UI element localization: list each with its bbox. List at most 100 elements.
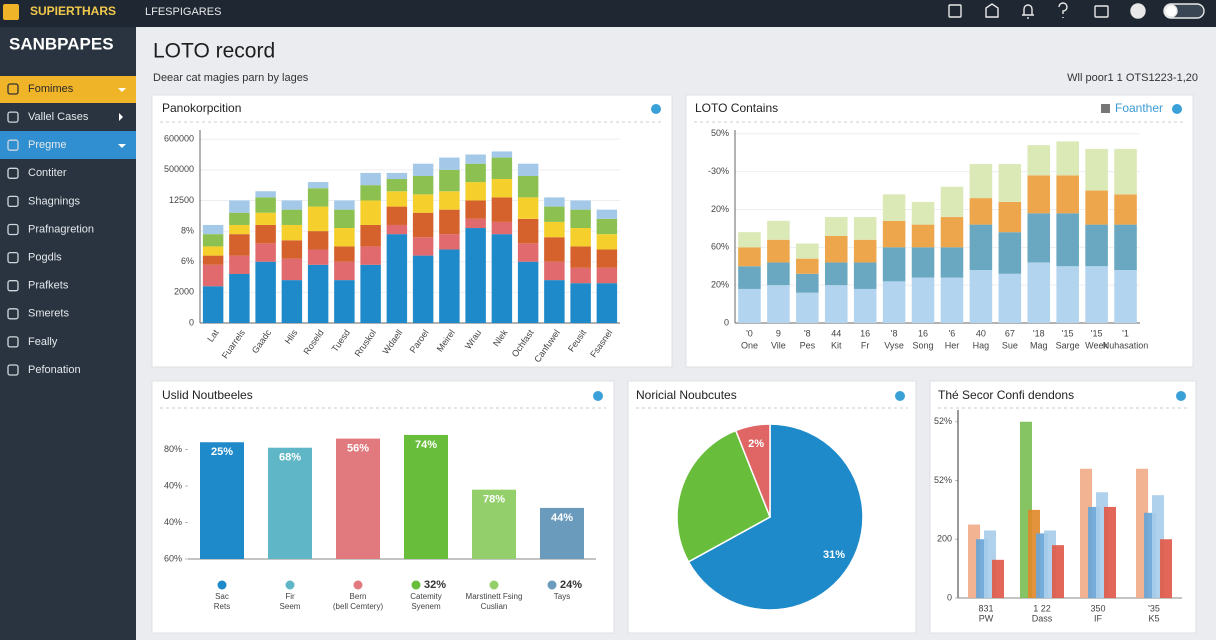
bar-segment (255, 212, 276, 225)
logo (3, 4, 19, 20)
icon[interactable] (1094, 5, 1109, 18)
x-tick-sublabel: '15 (1091, 328, 1103, 338)
bar (1104, 506, 1116, 598)
bar-label: 74% (415, 439, 437, 451)
bar-segment (998, 232, 1022, 274)
bar-segment (334, 209, 355, 229)
menu-item[interactable]: Shagnings (28, 195, 80, 207)
bar-segment (1085, 266, 1108, 323)
bar-segment (229, 273, 250, 323)
bar-segment (307, 182, 329, 189)
legend-swatch (1101, 104, 1110, 113)
icon[interactable] (948, 4, 962, 18)
bar-segment (517, 243, 539, 262)
bar-segment (491, 151, 513, 158)
icon[interactable] (985, 3, 999, 18)
bar-segment (998, 273, 1022, 323)
x-tick-sublabel: '18 (1033, 328, 1045, 338)
menu-item[interactable]: Pregme (28, 139, 67, 151)
legend-dot (411, 580, 421, 590)
menu-item[interactable]: Contiter (28, 167, 67, 179)
nav-label[interactable]: LFESPIGARES (145, 6, 221, 18)
page-title: LOTO record (153, 40, 275, 63)
x-tick-sublabel: 40 (976, 328, 986, 338)
bar-segment (796, 243, 819, 259)
help-icon[interactable] (1172, 104, 1182, 114)
legend-label: Syenem (411, 602, 441, 611)
icon[interactable] (1022, 4, 1034, 19)
bar-segment (386, 206, 408, 225)
y-tick-label: 40% (164, 480, 182, 490)
help-icon[interactable] (593, 391, 603, 401)
panel-title: Uslid Noutbeeles (162, 388, 253, 402)
bar-segment (911, 201, 935, 225)
bar-label: 56% (347, 443, 369, 455)
menu-item[interactable]: Vallel Cases (28, 111, 89, 123)
bar-segment (386, 179, 408, 192)
y-tick-label: 500000 (164, 164, 194, 174)
bar-segment (334, 200, 355, 210)
menu-item[interactable]: Prafkets (28, 280, 69, 292)
help-icon[interactable] (651, 104, 661, 114)
bar-segment (738, 247, 761, 267)
x-tick-label: Her (945, 340, 960, 350)
bar-segment (911, 277, 935, 323)
bar-segment (386, 172, 408, 180)
bar-segment (853, 288, 877, 323)
bar-segment (544, 221, 565, 238)
legend-label: Catemity (410, 592, 442, 601)
bar-segment (596, 267, 618, 284)
menu-icon (7, 223, 19, 236)
menu-item[interactable]: Smerets (28, 308, 69, 320)
bar-segment (229, 234, 250, 256)
bar-segment (465, 228, 486, 323)
bar-segment (491, 221, 513, 235)
bar-segment (1027, 175, 1051, 214)
pie-slice (734, 423, 771, 518)
y-tick-label: 52% (934, 475, 952, 485)
bar-segment (570, 200, 591, 210)
x-tick-label: K5 (1148, 613, 1159, 623)
bar-segment (517, 197, 539, 219)
bar-segment (281, 200, 303, 210)
bar-segment (465, 200, 486, 219)
bar-segment (882, 194, 906, 221)
y-tick-label: 40% (164, 517, 182, 527)
bar-segment (281, 280, 303, 323)
y-tick-label: 8% (181, 225, 194, 235)
bar-segment (202, 255, 224, 265)
bar-segment (491, 197, 513, 222)
bar-segment (412, 194, 434, 213)
legend-label: Seem (280, 602, 301, 611)
legend-label: Marstinett Fsing (466, 592, 523, 601)
help-icon[interactable] (1176, 391, 1186, 401)
y-tick-label: 60% (164, 553, 182, 563)
menu-item[interactable]: Feally (28, 336, 58, 348)
x-tick-label: PW (979, 613, 994, 623)
x-tick-sublabel: 16 (918, 328, 928, 338)
y-tick-label: 0 (947, 592, 952, 602)
bar-segment (491, 234, 513, 323)
icon[interactable] (1130, 3, 1146, 19)
bar-segment (544, 261, 565, 281)
help-icon[interactable] (895, 391, 905, 401)
icon[interactable] (1058, 2, 1068, 18)
menu-item[interactable]: Fomimes (28, 83, 74, 95)
bar-segment (307, 264, 329, 323)
bar-segment (1114, 270, 1137, 323)
panel-title: LOTO Contains (695, 101, 778, 115)
bar-segment (360, 172, 381, 186)
bar-segment (738, 266, 761, 289)
bar-segment (281, 258, 303, 281)
menu-item[interactable]: Pefonation (28, 364, 81, 376)
menu-item[interactable]: Pogdls (28, 252, 62, 264)
bar-segment (570, 283, 591, 323)
bar-segment (969, 224, 993, 271)
toggle-knob[interactable] (1164, 4, 1178, 18)
legend-dot (285, 580, 295, 590)
bar-segment (570, 228, 591, 247)
bar-segment (439, 234, 460, 250)
slice-label: 31% (823, 549, 845, 561)
bar-segment (796, 273, 819, 293)
menu-item[interactable]: Prafnagretion (28, 223, 94, 235)
